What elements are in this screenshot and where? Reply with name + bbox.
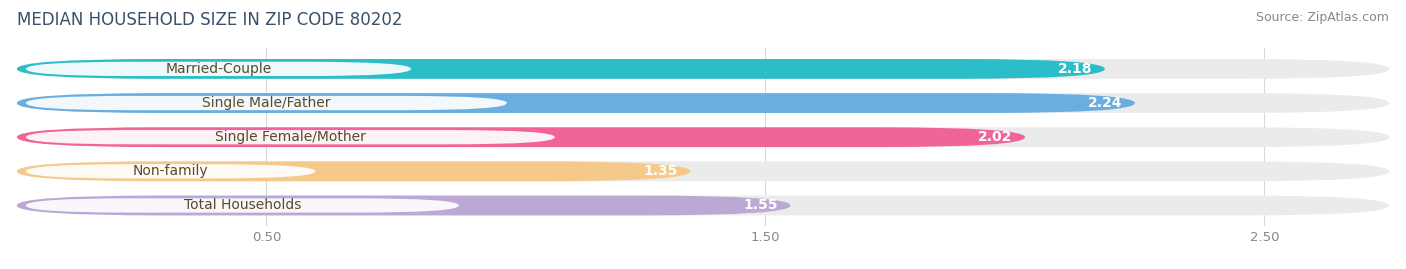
FancyBboxPatch shape	[17, 59, 1105, 79]
Text: Single Male/Father: Single Male/Father	[202, 96, 330, 110]
FancyBboxPatch shape	[25, 164, 315, 178]
FancyBboxPatch shape	[990, 62, 1105, 76]
FancyBboxPatch shape	[17, 93, 1135, 113]
Text: Married-Couple: Married-Couple	[166, 62, 271, 76]
FancyBboxPatch shape	[25, 96, 508, 110]
Text: MEDIAN HOUSEHOLD SIZE IN ZIP CODE 80202: MEDIAN HOUSEHOLD SIZE IN ZIP CODE 80202	[17, 11, 402, 29]
Text: 2.24: 2.24	[1087, 96, 1122, 110]
Text: 1.55: 1.55	[744, 199, 778, 213]
Text: 2.18: 2.18	[1057, 62, 1092, 76]
FancyBboxPatch shape	[1019, 96, 1135, 110]
FancyBboxPatch shape	[25, 130, 555, 144]
FancyBboxPatch shape	[575, 164, 690, 178]
FancyBboxPatch shape	[675, 198, 790, 213]
FancyBboxPatch shape	[17, 196, 790, 215]
FancyBboxPatch shape	[17, 196, 1389, 215]
FancyBboxPatch shape	[910, 130, 1025, 144]
Text: Single Female/Mother: Single Female/Mother	[215, 130, 366, 144]
FancyBboxPatch shape	[25, 62, 411, 76]
FancyBboxPatch shape	[17, 161, 1389, 181]
Text: Non-family: Non-family	[132, 164, 208, 178]
FancyBboxPatch shape	[25, 198, 458, 213]
FancyBboxPatch shape	[17, 93, 1389, 113]
FancyBboxPatch shape	[17, 127, 1025, 147]
Text: 1.35: 1.35	[644, 164, 678, 178]
Text: 2.02: 2.02	[977, 130, 1012, 144]
FancyBboxPatch shape	[17, 161, 690, 181]
FancyBboxPatch shape	[17, 127, 1389, 147]
FancyBboxPatch shape	[17, 59, 1389, 79]
Text: Source: ZipAtlas.com: Source: ZipAtlas.com	[1256, 11, 1389, 24]
Text: Total Households: Total Households	[184, 199, 301, 213]
